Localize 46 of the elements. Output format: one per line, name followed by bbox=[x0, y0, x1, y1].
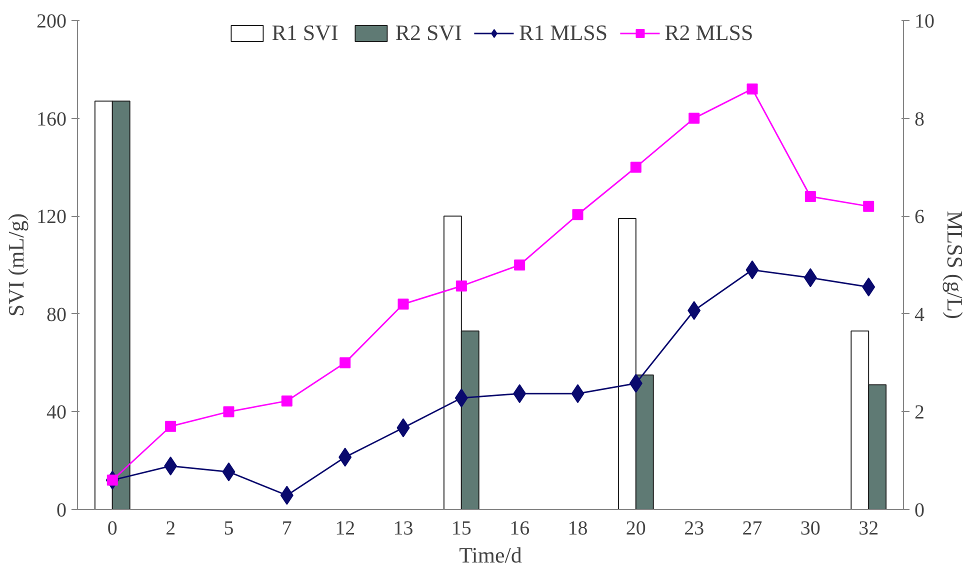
point bbox=[456, 280, 467, 292]
x-tick-label: 13 bbox=[393, 518, 414, 540]
y-tick-label: 80 bbox=[46, 304, 66, 326]
y2-tick-label: 6 bbox=[914, 206, 924, 228]
point bbox=[281, 395, 292, 406]
y-tick-label: 120 bbox=[36, 206, 66, 228]
y-tick-label: 200 bbox=[36, 10, 66, 32]
y-tick-label: 0 bbox=[56, 500, 66, 522]
y2-axis-title: MLSS (g/L) bbox=[942, 210, 968, 320]
x-tick-label: 16 bbox=[510, 518, 530, 540]
point bbox=[688, 112, 700, 124]
x-tick-label: 32 bbox=[858, 518, 879, 540]
x-tick-label: 15 bbox=[451, 518, 472, 540]
point bbox=[746, 83, 758, 94]
point bbox=[223, 406, 234, 418]
y-tick-label: 160 bbox=[36, 108, 66, 130]
legend-label: R1 SVI bbox=[272, 20, 338, 46]
point bbox=[630, 162, 642, 173]
point bbox=[804, 191, 816, 202]
legend-label: R1 MLSS bbox=[518, 20, 608, 46]
point bbox=[398, 298, 409, 310]
x-tick-label: 7 bbox=[282, 518, 292, 540]
y2-tick-label: 2 bbox=[914, 402, 924, 424]
y-tick-label: 40 bbox=[46, 402, 66, 424]
y2-tick-label: 4 bbox=[914, 304, 924, 326]
point bbox=[165, 420, 176, 432]
x-tick-label: 5 bbox=[224, 518, 234, 540]
x-tick-label: 12 bbox=[335, 518, 356, 540]
x-tick-label: 27 bbox=[742, 518, 762, 540]
point bbox=[572, 209, 584, 220]
x-tick-label: 20 bbox=[626, 518, 646, 540]
legend-label: R2 SVI bbox=[395, 20, 462, 46]
legend-label: R2 MLSS bbox=[664, 20, 754, 46]
y-axis-title: SVI (mL/g) bbox=[4, 213, 28, 317]
x-tick-label: 18 bbox=[568, 518, 588, 540]
point bbox=[514, 260, 526, 270]
y2-tick-label: 10 bbox=[914, 10, 934, 32]
y2-tick-label: 8 bbox=[914, 108, 924, 130]
x-tick-label: 30 bbox=[800, 518, 820, 540]
x-tick-label: 0 bbox=[107, 518, 118, 540]
point bbox=[340, 357, 351, 368]
x-tick-label: 2 bbox=[166, 518, 176, 540]
y2-tick-label: 0 bbox=[914, 500, 924, 522]
point bbox=[863, 200, 874, 212]
x-tick-label: 23 bbox=[684, 518, 704, 540]
x-axis-title: Time/d bbox=[459, 542, 522, 568]
